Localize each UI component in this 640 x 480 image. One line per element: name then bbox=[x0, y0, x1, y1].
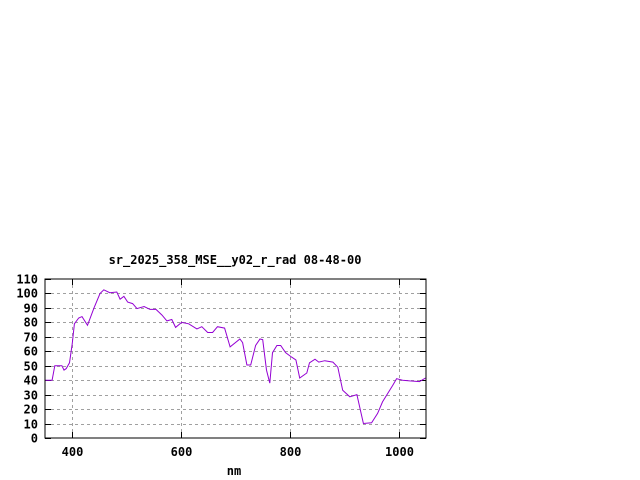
y-tick-label: 10 bbox=[24, 418, 38, 432]
y-tick-label: 50 bbox=[24, 360, 38, 374]
y-tick-label: 90 bbox=[24, 302, 38, 316]
series-line bbox=[45, 289, 426, 425]
y-tick-label: 100 bbox=[16, 287, 38, 301]
y-tick-label: 0 bbox=[31, 432, 38, 446]
chart-title: sr_2025_358_MSE__y02_r_rad 08-48-00 bbox=[109, 253, 362, 268]
x-axis: 400 600 800 1000 bbox=[62, 279, 414, 459]
y-tick-label: 70 bbox=[24, 331, 38, 345]
x-tick-label: 600 bbox=[171, 445, 193, 459]
y-tick-label: 60 bbox=[24, 345, 38, 359]
x-tick-label: 1000 bbox=[385, 445, 414, 459]
plot-frame bbox=[44, 278, 427, 439]
x-axis-label: nm bbox=[227, 464, 241, 478]
x-tick-label: 400 bbox=[62, 445, 84, 459]
y-tick-label: 110 bbox=[16, 273, 38, 287]
y-tick-label: 30 bbox=[24, 389, 38, 403]
grid bbox=[45, 279, 426, 438]
y-tick-label: 80 bbox=[24, 316, 38, 330]
x-tick-label: 800 bbox=[280, 445, 302, 459]
y-tick-label: 20 bbox=[24, 403, 38, 417]
y-tick-label: 40 bbox=[24, 374, 38, 388]
